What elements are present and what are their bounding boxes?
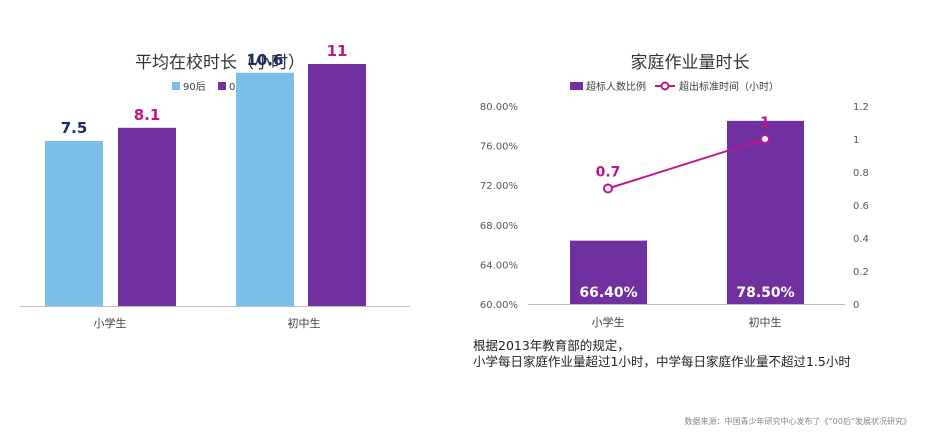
chart1-data-label: 8.1 xyxy=(134,106,161,124)
chart2-left-tick-label: 72.00% xyxy=(480,181,518,192)
regulation-note: 根据2013年教育部的规定， 小学每日家庭作业量超过1小时，中学每日家庭作业量不… xyxy=(473,338,851,370)
chart2-bar-初中生 xyxy=(727,120,804,304)
chart2-bar-data-label: 78.50% xyxy=(736,285,794,301)
chart1-legend-label-1: 90后 xyxy=(183,81,206,93)
chart2-line-data-label: 0.7 xyxy=(596,165,621,181)
chart1-bar-90后-初中生 xyxy=(236,72,294,306)
chart2-right-tick-label: 0.4 xyxy=(853,234,869,245)
chart2-left-tick-label: 68.00% xyxy=(480,221,518,232)
chart1-title: 平均在校时长（小时） xyxy=(135,53,305,73)
chart1-legend-swatch-2 xyxy=(218,82,226,90)
chart2-legend-label-bar: 超标人数比例 xyxy=(586,80,646,93)
chart2-left-tick-label: 80.00% xyxy=(480,102,518,113)
chart2-line-marker xyxy=(760,134,770,144)
chart2-legend-swatch-bar xyxy=(570,82,583,90)
regulation-note-line1: 根据2013年教育部的规定， xyxy=(473,338,630,353)
chart1-data-label: 10.6 xyxy=(246,51,283,69)
chart2-legend-swatch-marker xyxy=(660,81,670,91)
chart2-right-tick-label: 1 xyxy=(853,135,859,146)
chart2-line-series xyxy=(607,138,766,190)
chart1-bar-00后-小学生 xyxy=(118,127,176,306)
chart2-right-tick-label: 0.8 xyxy=(853,168,869,179)
chart2-x-tick-label: 小学生 xyxy=(592,315,625,329)
chart2-left-tick-label: 60.00% xyxy=(480,300,518,311)
regulation-note-line2: 小学每日家庭作业量超过1小时，中学每日家庭作业量不超过1.5小时 xyxy=(473,354,851,369)
chart2-right-tick-label: 0.6 xyxy=(853,201,869,212)
chart1-x-tick-label: 小学生 xyxy=(94,316,127,330)
chart2-bar-小学生 xyxy=(570,240,647,304)
chart2-right-tick-label: 0 xyxy=(853,300,859,311)
chart2-title: 家庭作业量时长 xyxy=(630,53,750,73)
chart1-x-tick-label: 初中生 xyxy=(288,316,321,330)
chart2-left-tick-label: 64.00% xyxy=(480,260,518,271)
chart2-bar-data-label: 66.40% xyxy=(579,285,637,301)
chart2-line-marker xyxy=(603,183,613,194)
chart2-legend-label-line: 超出标准时间（小时） xyxy=(679,80,779,93)
chart2-line-data-label: 1 xyxy=(760,115,770,131)
chart2-x-tick-label: 初中生 xyxy=(749,315,782,329)
chart1-data-label: 11 xyxy=(327,42,348,60)
chart2-left-tick-label: 76.00% xyxy=(480,142,518,153)
chart2-right-tick-label: 0.2 xyxy=(853,267,869,278)
data-source: 数据来源：中国青少年研究中心发布了《“00后”发展状况研究》 xyxy=(684,417,911,426)
chart1-bar-00后-初中生 xyxy=(308,64,366,306)
chart2-right-tick-label: 1.2 xyxy=(853,102,869,113)
chart1-legend-swatch-1 xyxy=(172,82,180,90)
chart1-data-label: 7.5 xyxy=(61,119,88,137)
chart1-bar-90后-小学生 xyxy=(45,141,103,306)
